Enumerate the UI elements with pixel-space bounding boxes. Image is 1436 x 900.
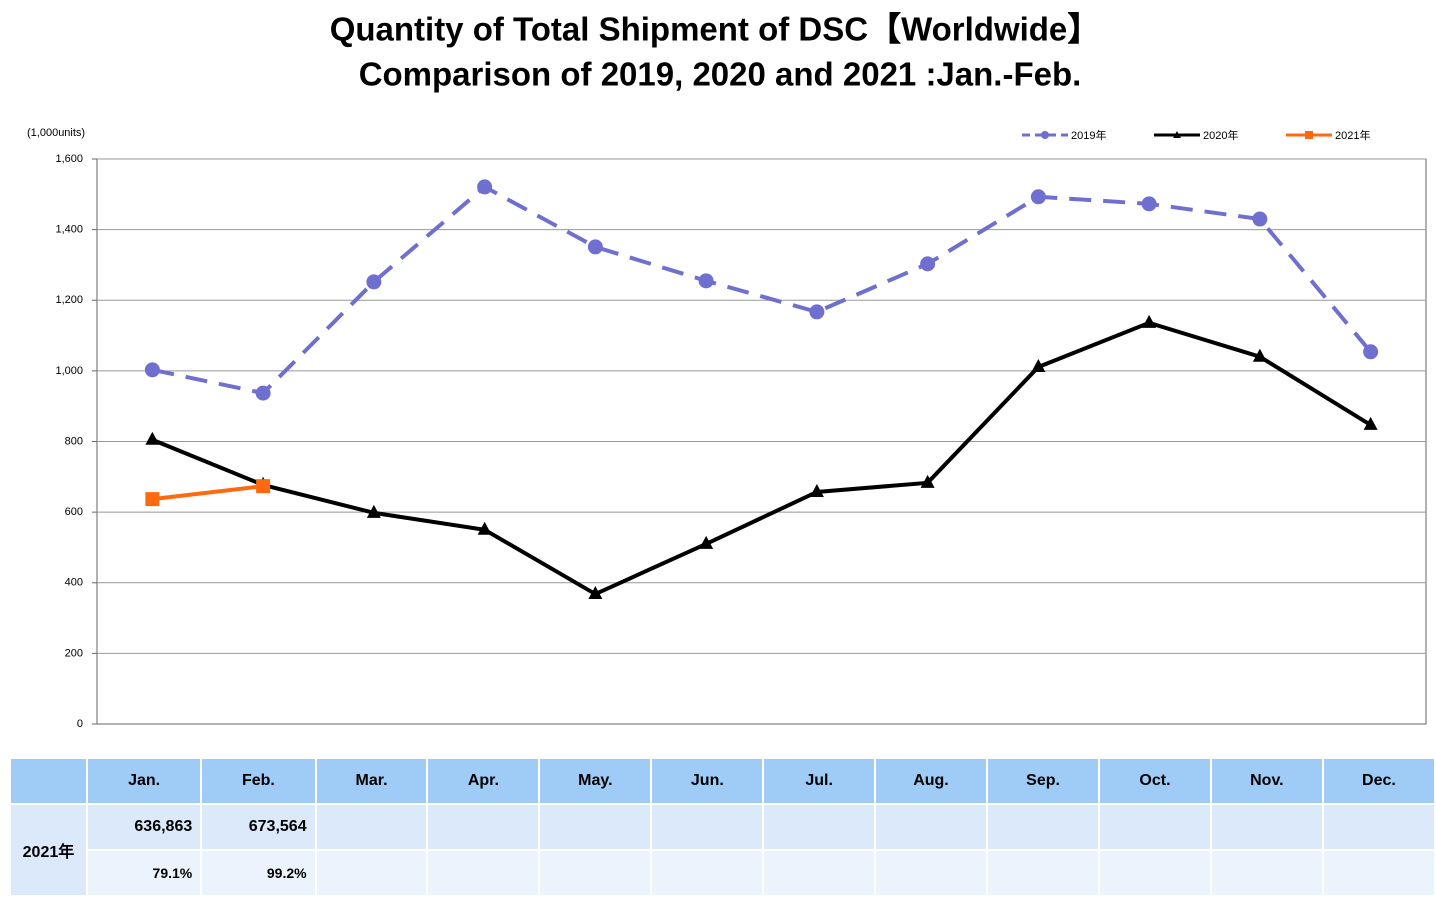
table-header: Jan. (85, 757, 203, 805)
point (1252, 348, 1267, 362)
y-axis-label: (1,000units) (27, 127, 85, 139)
series-line (151, 184, 1373, 396)
y-tick-label: 1,600 (55, 153, 83, 165)
point (145, 492, 160, 507)
table-cell (538, 803, 653, 851)
chart-subtitle: Comparison of 2019, 2020 and 2021 :Jan.-… (359, 56, 1082, 93)
table-header: Jun. (650, 757, 765, 805)
table-header: Aug. (873, 757, 989, 805)
y-tick-label: 800 (65, 435, 83, 447)
table-cell (1098, 803, 1212, 851)
chart: Quantity of Total Shipment of DSC【Worldw… (27, 11, 1427, 730)
legend-label: 2021年 (1335, 128, 1370, 142)
y-tick-label: 1,400 (55, 224, 83, 236)
legend-label: 2020年 (1203, 128, 1238, 142)
y-tick-label: 600 (65, 506, 83, 518)
point (366, 504, 381, 518)
point (477, 521, 492, 535)
table-row: 2021年 636,863 673,564 (9, 803, 1436, 897)
table-cell (986, 849, 1101, 897)
table-row: 79.1% 99.2% (10, 849, 1436, 897)
table-header: Apr. (426, 757, 541, 805)
y-tick-label: 400 (65, 577, 83, 589)
y-tick-label: 1,000 (55, 365, 83, 377)
point (1252, 211, 1268, 227)
table-header: Mar. (314, 757, 429, 805)
table-header: Nov. (1209, 757, 1324, 805)
data-table: Jan. Feb. Mar. Apr. May. Jun. Jul. Aug. Sep. Oct.… (9, 757, 1436, 897)
series-line (151, 320, 1372, 597)
table-cell (538, 849, 653, 897)
table-cell (314, 803, 429, 851)
point (144, 362, 160, 378)
point (588, 586, 603, 600)
legend-item: 2019年 (1022, 128, 1106, 142)
table-cell (762, 849, 876, 897)
y-tick-label: 0 (77, 718, 83, 730)
table-row: Jan. Feb. Mar. Apr. May. Jun. Jul. Aug. Sep. Oct.… (9, 757, 1436, 805)
table-header: Oct. (1098, 757, 1212, 805)
table-cell (1321, 849, 1436, 897)
point (1142, 314, 1157, 328)
point (699, 535, 714, 549)
legend-marker (1305, 131, 1313, 139)
point (255, 385, 271, 401)
y-tick-label: 1,200 (55, 294, 83, 306)
table-header: Dec. (1321, 757, 1436, 805)
table-cell: 79.1% (85, 849, 203, 897)
table-cell (426, 803, 541, 851)
table-cell (650, 849, 765, 897)
table-cell (426, 849, 541, 897)
table-cell (1321, 803, 1436, 851)
table-cell (873, 849, 989, 897)
table-cell (873, 803, 989, 851)
point (256, 479, 271, 494)
point (366, 274, 382, 290)
point (477, 179, 493, 195)
legend-marker (1173, 131, 1181, 138)
table-cell: 99.2% (200, 849, 317, 897)
point (145, 431, 160, 445)
table-cell (986, 803, 1101, 851)
table-cell (314, 849, 429, 897)
point (1363, 344, 1379, 360)
point (587, 239, 603, 255)
point (1030, 189, 1046, 205)
table-cell: 673,564 (200, 803, 317, 851)
table-corner (9, 757, 88, 805)
table-cell (1209, 849, 1324, 897)
point (1031, 358, 1046, 372)
point (920, 256, 936, 272)
table-header: Feb. (200, 757, 317, 805)
point (809, 304, 825, 320)
point (920, 474, 935, 488)
y-tick-label: 200 (65, 647, 83, 659)
table-cell (762, 803, 876, 851)
legend-item: 2021年 (1286, 128, 1370, 142)
chart-title: Quantity of Total Shipment of DSC【Worldw… (330, 11, 1101, 48)
table-header: May. (538, 757, 653, 805)
table-cell (1209, 803, 1324, 851)
table-header: Sep. (986, 757, 1101, 805)
series-line (152, 484, 264, 502)
point (698, 273, 714, 289)
legend-item: 2020年 (1154, 128, 1238, 142)
table-row-label: 2021年 (9, 803, 88, 897)
table-cell (650, 803, 765, 851)
point (1141, 196, 1157, 212)
table-cell (1098, 849, 1212, 897)
legend-label: 2019年 (1071, 128, 1106, 142)
point (1363, 416, 1378, 430)
table-header: Jul. (762, 757, 876, 805)
legend-marker (1041, 131, 1049, 139)
table-cell: 636,863 (85, 803, 203, 851)
point (809, 483, 824, 497)
